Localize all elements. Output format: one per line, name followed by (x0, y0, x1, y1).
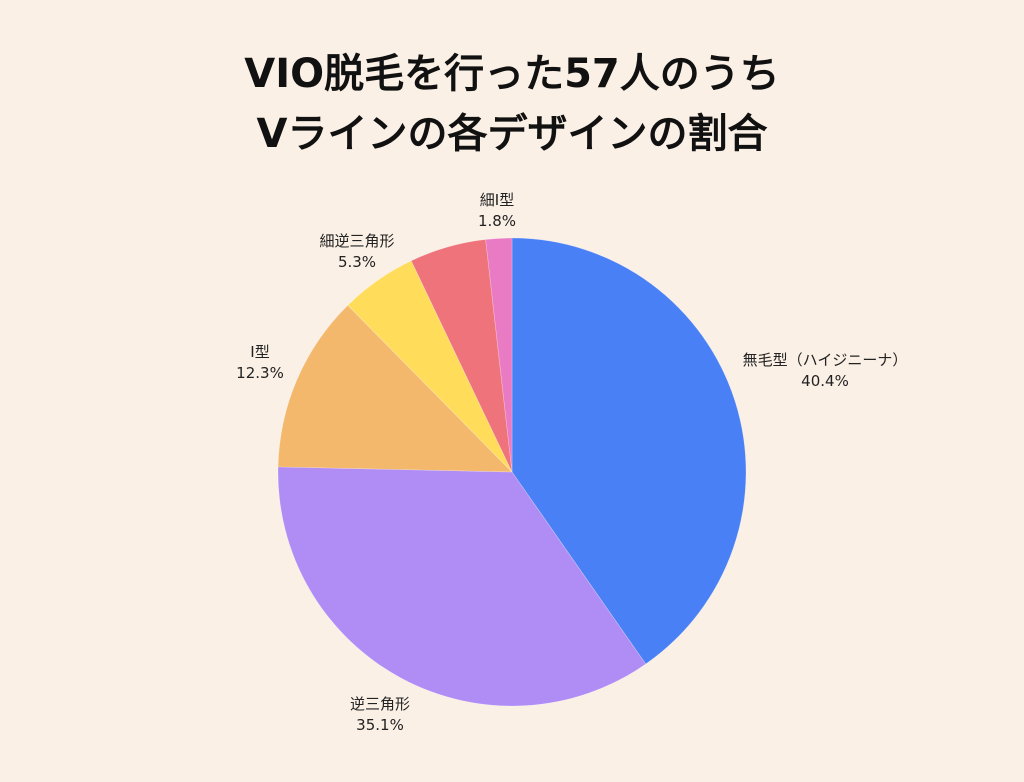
pie-slice (277, 466, 647, 707)
slice-label-name: 逆三角形 (349, 695, 411, 713)
slice-label: 無毛型（ハイジニーナ） 40.4% (743, 350, 908, 392)
slice-label-percent: 5.3% (337, 253, 377, 271)
slice-label: I型 12.3% (236, 342, 284, 384)
pie-slice (347, 260, 513, 473)
slice-label: 細I型 1.8% (478, 190, 516, 232)
pie-slice (485, 237, 513, 473)
chart-title-line2: Vラインの各デザインの割合 (256, 111, 768, 157)
slice-label: 逆三角形 35.1% (350, 694, 410, 736)
slice-label-percent: 40.4% (801, 372, 849, 390)
chart-title-line1: VIO脱毛を行った57人のうち (244, 51, 780, 97)
slice-label-name: I型 (250, 343, 270, 361)
slice-label-name: 細I型 (479, 191, 515, 209)
slice-label-percent: 1.8% (477, 212, 517, 230)
slice-label-percent: 12.3% (236, 364, 284, 382)
pie-slice (410, 239, 513, 473)
pie-slice (511, 237, 747, 665)
slice-label-percent: 35.1% (356, 716, 404, 734)
slice-label: 細逆三角形 5.3% (319, 231, 394, 273)
slice-label-name: 無毛型（ハイジニーナ） (742, 351, 908, 369)
chart-title: VIO脱毛を行った57人のうち Vラインの各デザインの割合 (0, 44, 1024, 164)
slice-label-name: 細逆三角形 (319, 232, 395, 250)
pie-slice (277, 304, 513, 473)
